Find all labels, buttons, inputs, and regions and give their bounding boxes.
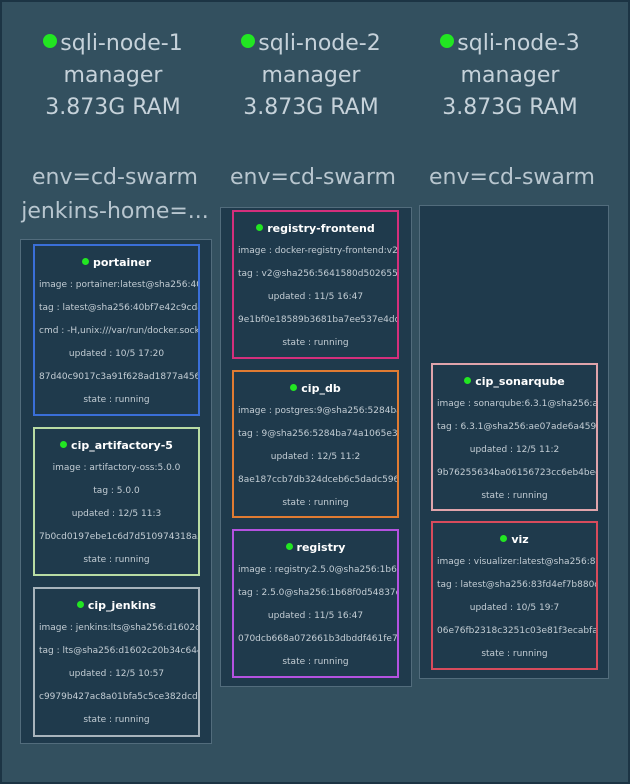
container-detail: updated : 12/5 11:3: [71, 509, 162, 519]
status-dot: [440, 34, 455, 48]
container-name: registry-frontend: [234, 222, 397, 240]
node-ram: 3.873G RAM: [442, 95, 578, 120]
node-name-text: sqli-node-2: [258, 31, 381, 56]
status-dot: [60, 441, 68, 448]
container-card: portainer image : portainer:latest@sha256…: [33, 244, 200, 416]
status-dot: [290, 384, 298, 391]
container-detail: image : sonarqube:6.3.1@sha256:ae: [437, 399, 596, 409]
container-name-text: cip_db: [301, 382, 341, 395]
status-dot: [464, 377, 472, 384]
container-detail: state : running: [282, 338, 349, 348]
container-detail: tag : latest@sha256:83fd4ef7b880d7: [437, 580, 596, 590]
node-column: [20, 239, 212, 744]
container-name: cip_jenkins: [35, 599, 198, 617]
node-label: env=cd-swarm: [32, 165, 198, 190]
container-detail: updated : 11/5 16:47: [267, 292, 364, 302]
container-name-text: viz: [511, 533, 529, 546]
container-detail: 8ae187ccb7db324dceb6c5dadc5967: [238, 475, 397, 485]
container-detail: image : docker-registry-frontend:v2@: [238, 246, 397, 256]
node-label: env=cd-swarm: [429, 165, 595, 190]
status-dot: [43, 34, 58, 48]
container-name-text: portainer: [92, 256, 152, 269]
container-detail: image : registry:2.5.0@sha256:1b68f: [238, 565, 397, 575]
container-detail: c9979b427ac8a01bfa5c5ce382dcd7: [39, 692, 198, 702]
node-role: manager: [261, 63, 361, 88]
container-name-text: cip_artifactory-5: [71, 439, 173, 452]
status-dot: [241, 34, 256, 48]
container-detail: image : portainer:latest@sha256:40b: [39, 280, 198, 290]
container-detail: tag : latest@sha256:40bf7e42c9cd4b: [39, 303, 198, 313]
container-name: registry: [234, 541, 397, 559]
container-detail: updated : 10/5 17:20: [68, 349, 165, 359]
node-ram: 3.873G RAM: [243, 95, 379, 120]
container-name: cip_sonarqube: [433, 375, 596, 393]
container-detail: 9e1bf0e18589b3681ba7ee537e4dd6: [238, 315, 397, 325]
status-dot: [500, 535, 508, 542]
node-name: sqli-node-3: [410, 28, 610, 60]
container-detail: updated : 12/5 11:2: [270, 452, 361, 462]
container-card: registry-frontend image : docker-registry…: [232, 210, 399, 359]
container-detail: updated : 12/5 10:57: [68, 669, 165, 679]
node-ram: 3.873G RAM: [45, 95, 181, 120]
container-name: portainer: [35, 256, 198, 274]
container-name: cip_artifactory-5: [35, 439, 198, 457]
container-detail: 87d40c9017c3a91f628ad1877a4561: [39, 372, 198, 382]
node-label: env=cd-swarm: [230, 165, 396, 190]
node-name: sqli-node-1: [13, 28, 213, 60]
container-detail: state : running: [83, 715, 150, 725]
node-column: [419, 205, 609, 679]
node-name: sqli-node-2: [211, 28, 411, 60]
container-name-text: cip_jenkins: [87, 599, 157, 612]
container-detail: updated : 12/5 11:2: [469, 445, 560, 455]
container-detail: 06e76fb2318c3251c03e81f3ecabfa3: [437, 626, 596, 636]
container-detail: state : running: [83, 555, 150, 565]
container-card: viz image : visualizer:latest@sha256:83f t…: [431, 521, 598, 670]
container-detail: image : artifactory-oss:5.0.0: [52, 463, 181, 473]
container-detail: updated : 11/5 16:47: [267, 611, 364, 621]
node-name-text: sqli-node-1: [60, 31, 183, 56]
container-name-text: registry-frontend: [267, 222, 375, 235]
container-detail: state : running: [282, 498, 349, 508]
container-detail: image : visualizer:latest@sha256:83f: [437, 557, 596, 567]
container-detail: state : running: [481, 649, 548, 659]
status-dot: [256, 224, 264, 231]
container-detail: tag : v2@sha256:5641580d502655f1: [238, 269, 397, 279]
container-detail: tag : 9@sha256:5284ba74a1065e34c: [238, 429, 397, 439]
container-detail: updated : 10/5 19:7: [469, 603, 560, 613]
status-dot: [76, 601, 84, 608]
node-column: [220, 207, 412, 687]
container-detail: tag : 6.3.1@sha256:ae07ade6a45950: [437, 422, 596, 432]
status-dot: [81, 258, 89, 265]
node-label: jenkins-home=...: [21, 199, 209, 224]
container-detail: state : running: [282, 657, 349, 667]
container-name: cip_db: [234, 382, 397, 400]
container-detail: 070dcb668a072661b3dbddf461fe76: [238, 634, 397, 644]
container-detail: state : running: [83, 395, 150, 405]
container-detail: tag : lts@sha256:d1602c20b34c6447: [39, 646, 198, 656]
status-dot: [285, 543, 293, 550]
container-detail: 9b76255634ba06156723cc6eb4beea: [437, 468, 596, 478]
container-name-text: cip_sonarqube: [475, 375, 565, 388]
container-card: registry image : registry:2.5.0@sha256:1b…: [232, 529, 399, 678]
container-detail: cmd : -H,unix:///var/run/docker.sock: [39, 326, 198, 336]
container-detail: image : jenkins:lts@sha256:d1602c2: [39, 623, 198, 633]
node-role: manager: [63, 63, 163, 88]
container-detail: 7b0cd0197ebe1c6d7d510974318a5: [39, 532, 198, 542]
container-name: viz: [433, 533, 596, 551]
node-name-text: sqli-node-3: [457, 31, 580, 56]
container-detail: tag : 2.5.0@sha256:1b68f0d54837c3: [238, 588, 397, 598]
container-name-text: registry: [296, 541, 346, 554]
node-role: manager: [460, 63, 560, 88]
container-detail: tag : 5.0.0: [93, 486, 140, 496]
container-detail: image : postgres:9@sha256:5284ba7: [238, 406, 397, 416]
container-detail: state : running: [481, 491, 548, 501]
